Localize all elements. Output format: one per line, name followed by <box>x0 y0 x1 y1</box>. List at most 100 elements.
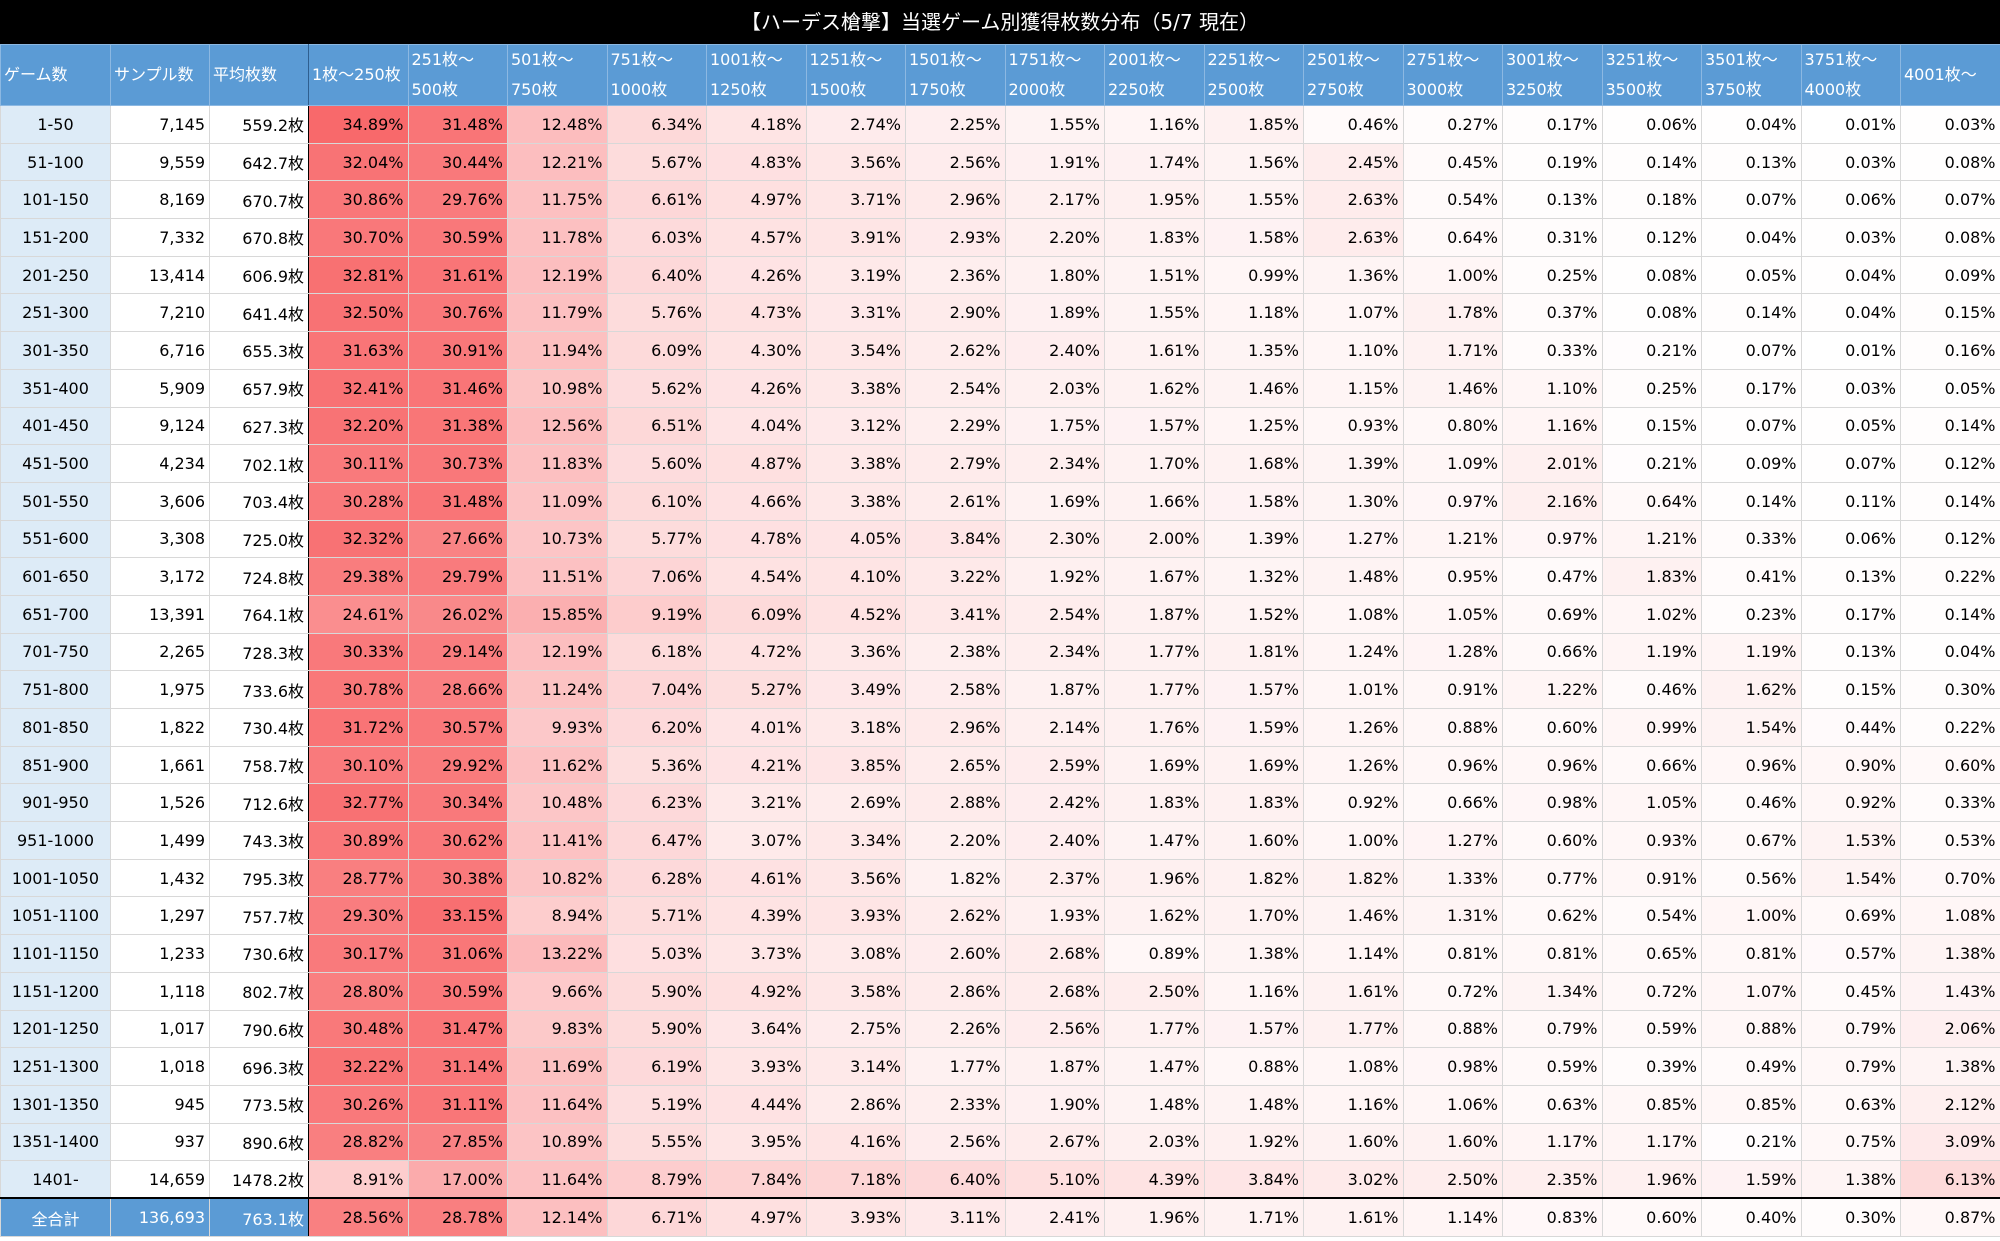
percentage-cell: 28.80% <box>308 971 409 1011</box>
percentage-cell: 4.39% <box>706 896 807 936</box>
percentage-cell: 0.92% <box>1303 783 1404 823</box>
table-row: 551-600 3,308 725.0枚 32.32% 27.66% 10.73% 5.77… <box>0 519 2000 559</box>
percentage-cell: 4.92% <box>706 971 807 1011</box>
average-coins-cell: 728.3枚 <box>209 632 309 672</box>
percentage-cell: 0.08% <box>1900 142 2000 182</box>
column-header: 1枚〜250枚 <box>308 44 409 106</box>
sample-count-cell: 6,716 <box>110 331 210 370</box>
percentage-cell: 2.93% <box>905 218 1006 257</box>
percentage-cell: 1.77% <box>1303 1009 1404 1049</box>
percentage-cell: 0.66% <box>1502 632 1603 672</box>
column-header: 3501枚〜 3750枚 <box>1701 44 1802 106</box>
percentage-cell: 1.57% <box>1203 1009 1304 1049</box>
percentage-cell: 0.66% <box>1402 783 1503 823</box>
column-header-line2: 3250枚 <box>1506 80 1563 99</box>
percentage-cell: 0.59% <box>1502 1047 1603 1086</box>
percentage-cell: 0.03% <box>1800 142 1901 182</box>
percentage-cell: 2.00% <box>1104 519 1205 559</box>
percentage-cell: 29.14% <box>407 632 508 672</box>
percentage-cell: 0.56% <box>1701 858 1802 898</box>
percentage-cell: 1.58% <box>1203 218 1304 257</box>
percentage-cell: 30.76% <box>407 293 508 333</box>
average-coins-cell: 724.8枚 <box>209 557 309 596</box>
table-row: 151-200 7,332 670.8枚 30.70% 30.59% 11.78% 6.03… <box>0 218 2000 257</box>
percentage-cell: 1.18% <box>1203 293 1304 333</box>
percentage-cell: 1.91% <box>1004 142 1105 182</box>
table-row: 1401- 14,659 1478.2枚 8.91% 17.00% 11.64% 8.79%… <box>0 1160 2000 1199</box>
percentage-cell: 1.38% <box>1900 1047 2000 1086</box>
average-coins-cell: 757.7枚 <box>209 896 309 936</box>
percentage-cell: 3.34% <box>805 821 906 860</box>
percentage-cell: 2.16% <box>1502 481 1603 521</box>
percentage-cell: 32.20% <box>308 406 409 446</box>
table-row: 801-850 1,822 730.4枚 31.72% 30.57% 9.93% 6.20%… <box>0 708 2000 747</box>
percentage-cell: 2.25% <box>905 105 1006 144</box>
percentage-cell: 1.96% <box>1601 1160 1702 1199</box>
percentage-cell: 6.28% <box>606 858 707 898</box>
header-row: ゲーム数 サンプル数 平均枚数 1枚〜250枚 251枚〜 500枚 501枚〜 750枚 75… <box>0 44 2000 106</box>
average-coins-cell: 763.1枚 <box>209 1197 309 1237</box>
percentage-cell: 0.95% <box>1402 557 1503 596</box>
percentage-cell: 3.38% <box>805 481 906 521</box>
average-coins-cell: 702.1枚 <box>209 444 309 483</box>
percentage-cell: 1.48% <box>1203 1084 1304 1124</box>
average-coins-cell: 790.6枚 <box>209 1009 309 1049</box>
percentage-cell: 3.71% <box>805 180 906 220</box>
percentage-cell: 0.79% <box>1800 1009 1901 1049</box>
percentage-cell: 3.73% <box>706 934 807 973</box>
percentage-cell: 2.59% <box>1004 745 1105 785</box>
column-header-line1: 751枚〜 <box>610 50 674 69</box>
percentage-cell: 1.59% <box>1203 708 1304 747</box>
percentage-cell: 0.16% <box>1900 331 2000 370</box>
column-header-line1: サンプル数 <box>114 65 194 84</box>
sample-count-cell: 1,661 <box>110 745 210 785</box>
percentage-cell: 11.24% <box>507 670 608 709</box>
percentage-cell: 0.99% <box>1601 708 1702 747</box>
percentage-cell: 0.88% <box>1203 1047 1304 1086</box>
percentage-cell: 1.17% <box>1601 1122 1702 1162</box>
table-row: 301-350 6,716 655.3枚 31.63% 30.91% 11.94% 6.09… <box>0 331 2000 370</box>
percentage-cell: 5.03% <box>606 934 707 973</box>
percentage-cell: 1.74% <box>1104 142 1205 182</box>
percentage-cell: 4.78% <box>706 519 807 559</box>
percentage-cell: 0.09% <box>1701 444 1802 483</box>
percentage-cell: 1.69% <box>1004 481 1105 521</box>
percentage-cell: 3.02% <box>1303 1160 1404 1199</box>
percentage-cell: 4.30% <box>706 331 807 370</box>
game-range-cell: 951-1000 <box>0 821 111 860</box>
percentage-cell: 2.62% <box>905 331 1006 370</box>
percentage-cell: 0.30% <box>1900 670 2000 709</box>
average-coins-cell: 670.7枚 <box>209 180 309 220</box>
percentage-cell: 10.73% <box>507 519 608 559</box>
percentage-cell: 0.75% <box>1800 1122 1901 1162</box>
percentage-cell: 6.10% <box>606 481 707 521</box>
game-range-cell: 1251-1300 <box>0 1047 111 1086</box>
average-coins-cell: 1478.2枚 <box>209 1160 309 1199</box>
average-coins-cell: 730.6枚 <box>209 934 309 973</box>
percentage-cell: 4.39% <box>1104 1160 1205 1199</box>
percentage-cell: 0.44% <box>1800 708 1901 747</box>
percentage-cell: 0.04% <box>1800 255 1901 295</box>
percentage-cell: 31.14% <box>407 1047 508 1086</box>
column-header: 3001枚〜 3250枚 <box>1502 44 1603 106</box>
column-header: 1001枚〜 1250枚 <box>706 44 807 106</box>
percentage-cell: 1.95% <box>1104 180 1205 220</box>
total-row: 全合計 136,693 763.1枚 28.56% 28.78% 12.14% 6.71% 4… <box>0 1197 2000 1237</box>
percentage-cell: 3.08% <box>805 934 906 973</box>
percentage-cell: 1.08% <box>1900 896 2000 936</box>
percentage-cell: 1.52% <box>1203 594 1304 634</box>
percentage-cell: 5.55% <box>606 1122 707 1162</box>
percentage-cell: 2.63% <box>1303 218 1404 257</box>
column-header-line2: 3500枚 <box>1605 80 1663 99</box>
percentage-cell: 12.14% <box>507 1197 608 1237</box>
column-header-line2: 2750枚 <box>1307 80 1364 99</box>
column-header-line1: 501枚〜 <box>511 50 574 69</box>
column-header-line2: 1750枚 <box>909 80 966 99</box>
percentage-cell: 5.90% <box>606 1009 707 1049</box>
percentage-cell: 1.87% <box>1104 594 1205 634</box>
percentage-cell: 3.07% <box>706 821 807 860</box>
percentage-cell: 1.81% <box>1203 632 1304 672</box>
percentage-cell: 0.64% <box>1601 481 1702 521</box>
percentage-cell: 24.61% <box>308 594 409 634</box>
percentage-cell: 1.14% <box>1303 934 1404 973</box>
